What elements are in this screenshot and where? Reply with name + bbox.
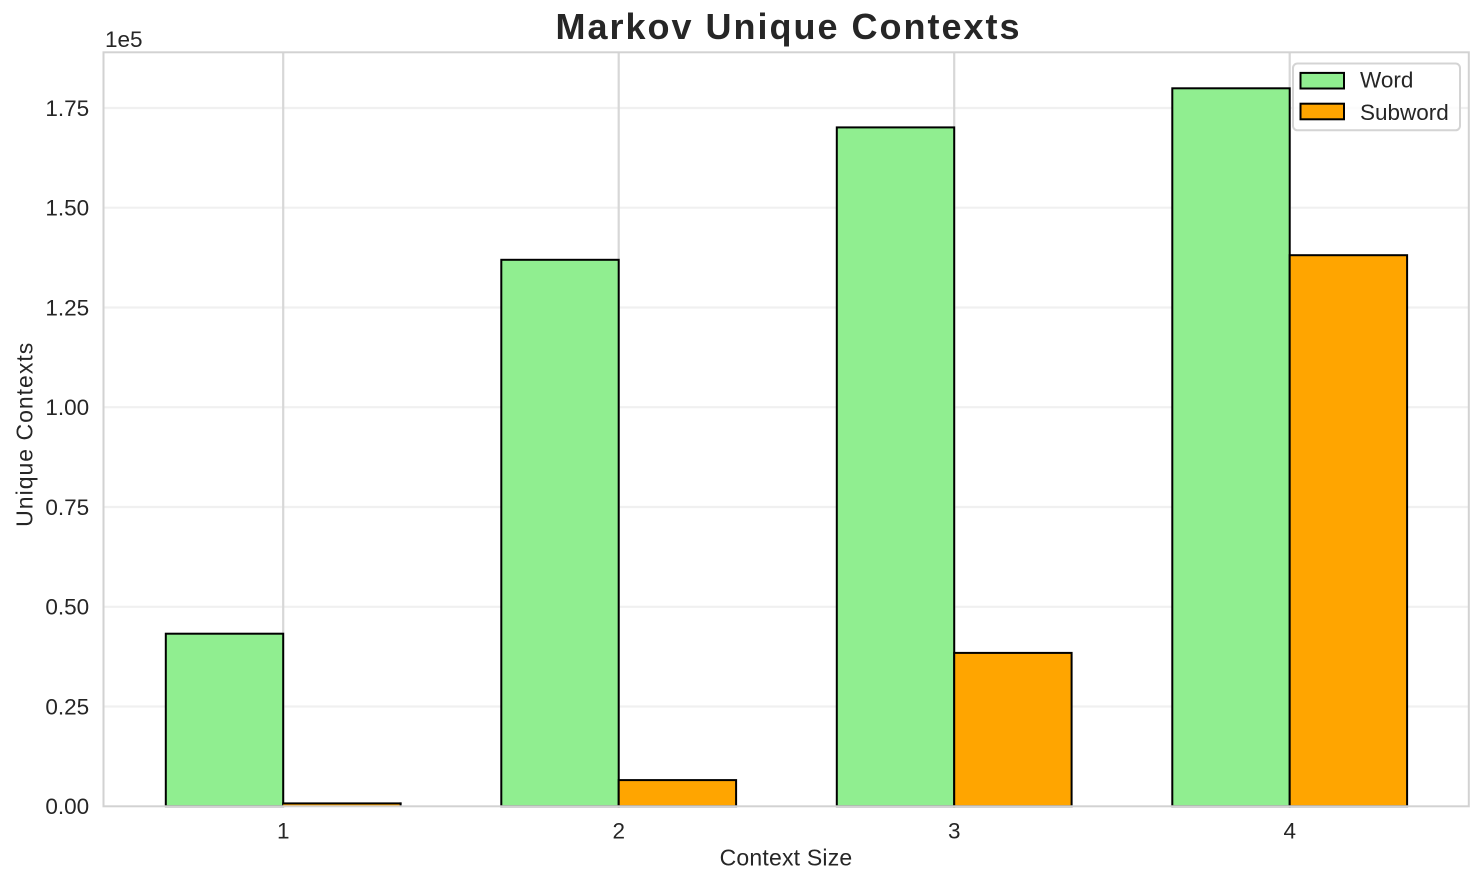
svg-text:Context Size: Context Size xyxy=(720,844,853,870)
svg-text:2: 2 xyxy=(612,819,625,844)
svg-text:1: 1 xyxy=(277,819,290,844)
svg-text:0.75: 0.75 xyxy=(45,495,89,520)
svg-text:Subword: Subword xyxy=(1360,100,1449,125)
svg-text:1e5: 1e5 xyxy=(105,27,143,52)
svg-text:Markov Unique Contexts: Markov Unique Contexts xyxy=(555,6,1021,47)
svg-text:0.25: 0.25 xyxy=(45,694,89,719)
svg-text:1.25: 1.25 xyxy=(45,295,89,320)
svg-text:1.00: 1.00 xyxy=(45,395,89,420)
svg-text:1.50: 1.50 xyxy=(45,196,89,221)
svg-text:3: 3 xyxy=(948,819,961,844)
svg-text:Unique Contexts: Unique Contexts xyxy=(12,342,38,527)
svg-text:0.00: 0.00 xyxy=(45,794,89,819)
svg-text:0.50: 0.50 xyxy=(45,595,89,620)
svg-text:4: 4 xyxy=(1283,819,1296,844)
svg-text:1.75: 1.75 xyxy=(45,96,89,121)
svg-text:Word: Word xyxy=(1360,68,1413,93)
